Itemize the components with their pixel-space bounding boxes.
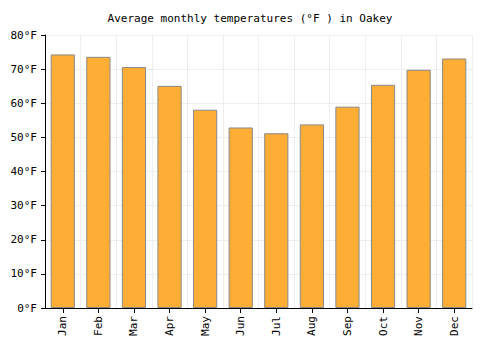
svg-text:10°F: 10°F <box>11 267 38 280</box>
svg-text:0°F: 0°F <box>17 302 37 315</box>
svg-text:60°F: 60°F <box>11 97 38 110</box>
svg-text:30°F: 30°F <box>11 199 38 212</box>
svg-text:Sep: Sep <box>341 316 354 336</box>
svg-text:Apr: Apr <box>163 316 176 336</box>
svg-text:40°F: 40°F <box>11 165 38 178</box>
svg-text:Oct: Oct <box>377 316 390 336</box>
svg-text:Jun: Jun <box>234 316 247 336</box>
svg-text:Dec: Dec <box>448 316 461 336</box>
svg-text:May: May <box>199 316 212 336</box>
svg-text:80°F: 80°F <box>11 29 38 42</box>
svg-text:70°F: 70°F <box>11 63 38 76</box>
svg-text:Feb: Feb <box>92 316 105 336</box>
svg-text:Nov: Nov <box>412 316 425 336</box>
svg-text:Jul: Jul <box>270 316 283 336</box>
svg-text:Average monthly temperatures (: Average monthly temperatures (°F ) in Oa… <box>108 12 393 25</box>
svg-text:Mar: Mar <box>127 316 140 336</box>
svg-text:20°F: 20°F <box>11 233 38 246</box>
svg-text:Jan: Jan <box>56 316 69 336</box>
svg-text:Aug: Aug <box>305 316 318 336</box>
svg-text:50°F: 50°F <box>11 131 38 144</box>
